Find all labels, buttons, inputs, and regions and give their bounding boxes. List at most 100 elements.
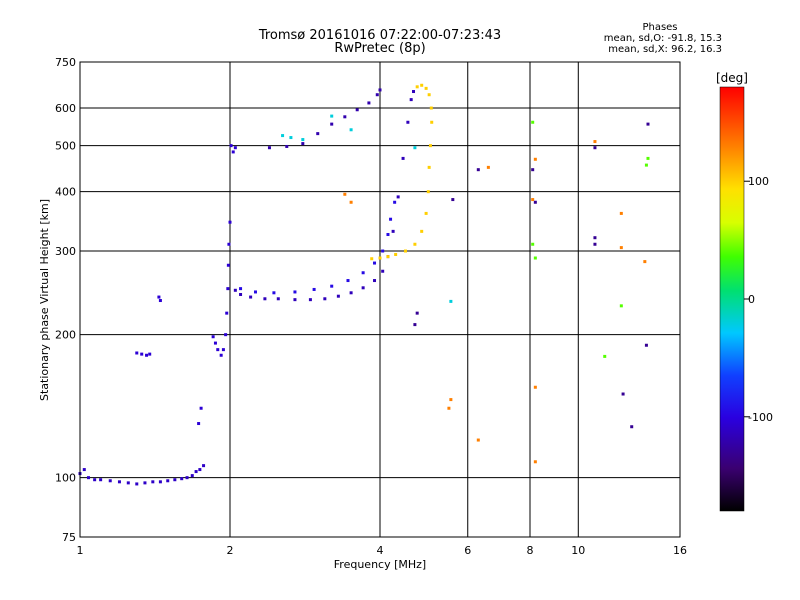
data-point <box>394 252 398 256</box>
x-tick-label: 4 <box>377 544 384 557</box>
data-point <box>401 156 405 160</box>
colorbar-ticks: 100 0 -100 <box>744 175 773 424</box>
data-point <box>229 144 233 148</box>
data-point <box>301 138 305 142</box>
data-point <box>143 481 147 485</box>
x-tick-label: 8 <box>527 544 534 557</box>
data-points <box>78 83 650 486</box>
data-point <box>233 146 237 150</box>
data-point <box>391 229 395 233</box>
x-tick-label: 10 <box>571 544 585 557</box>
data-point <box>213 341 217 345</box>
data-point <box>140 352 144 356</box>
stats-o-line: mean, sd,O: -91.8, 15.3 <box>604 33 722 44</box>
data-point <box>533 256 537 260</box>
data-point <box>202 464 206 468</box>
data-point <box>476 438 480 442</box>
data-point <box>216 348 220 352</box>
stats-x-line: mean, sd,X: 96.2, 16.3 <box>608 44 722 55</box>
plot-frame <box>79 61 681 538</box>
data-point <box>531 168 535 172</box>
data-point <box>412 90 416 94</box>
data-point <box>413 323 417 327</box>
data-point <box>239 292 243 296</box>
y-tick-label: 300 <box>55 245 76 258</box>
data-point <box>429 106 433 110</box>
data-point <box>343 115 347 119</box>
x-axis-ticks: 1 2 4 6 8 10 16 <box>77 544 688 557</box>
data-point <box>293 298 297 302</box>
data-point <box>233 288 237 292</box>
x-tick-label: 16 <box>673 544 687 557</box>
colorbar-tick-label: 0 <box>748 293 755 306</box>
data-point <box>619 211 623 215</box>
data-point <box>239 287 243 291</box>
data-point <box>148 352 152 356</box>
data-point <box>166 479 170 483</box>
data-point <box>361 286 365 290</box>
data-point <box>301 142 305 146</box>
x-axis-label: Frequency [MHz] <box>334 558 426 571</box>
x-tick-label: 6 <box>464 544 471 557</box>
data-point <box>449 398 453 402</box>
data-point <box>413 146 417 150</box>
data-point <box>211 335 215 339</box>
data-point <box>330 284 334 288</box>
data-point <box>644 163 648 167</box>
data-point <box>308 298 312 302</box>
data-point <box>619 304 623 308</box>
data-point <box>378 88 382 92</box>
data-point <box>228 220 232 224</box>
data-point <box>224 333 228 337</box>
y-axis-label: Stationary phase Virtual Height [km] <box>38 199 51 401</box>
data-point <box>424 211 428 215</box>
data-point <box>197 422 201 426</box>
data-point <box>389 217 393 221</box>
y-tick-label: 600 <box>55 102 76 115</box>
data-point <box>330 122 334 126</box>
data-point <box>199 406 203 410</box>
data-point <box>349 128 353 132</box>
data-point <box>430 120 434 124</box>
data-point <box>346 279 350 283</box>
data-point <box>190 474 194 478</box>
data-point <box>82 468 86 472</box>
data-point <box>263 297 267 301</box>
data-point <box>593 236 597 240</box>
chart-title: Tromsø 20161016 07:22:00-07:23:43 <box>258 28 501 43</box>
data-point <box>409 98 413 102</box>
data-point <box>158 480 162 484</box>
data-point <box>157 295 161 299</box>
data-point <box>386 255 390 259</box>
data-point <box>249 295 253 299</box>
data-point <box>603 354 607 358</box>
data-point <box>424 86 428 90</box>
data-point <box>145 353 149 357</box>
data-point <box>336 294 340 298</box>
data-point <box>285 144 289 148</box>
data-point <box>447 406 451 410</box>
data-point <box>349 291 353 295</box>
data-point <box>375 93 379 97</box>
data-point <box>370 257 374 261</box>
data-point <box>312 287 316 291</box>
colorbar-label: [deg] <box>716 71 748 85</box>
data-point <box>180 477 184 481</box>
data-point <box>406 120 410 124</box>
data-point <box>619 246 623 250</box>
data-point <box>420 229 424 233</box>
data-point <box>644 343 648 347</box>
data-point <box>361 271 365 275</box>
data-point <box>173 478 177 482</box>
data-point <box>219 353 223 357</box>
data-point <box>108 479 112 483</box>
x-tick-label: 2 <box>227 544 234 557</box>
data-point <box>381 249 385 253</box>
data-point <box>427 93 431 97</box>
data-point <box>135 482 139 486</box>
data-point <box>630 425 634 429</box>
data-point <box>533 460 537 464</box>
colorbar-tick-label: -100 <box>748 411 773 424</box>
data-point <box>86 476 90 480</box>
